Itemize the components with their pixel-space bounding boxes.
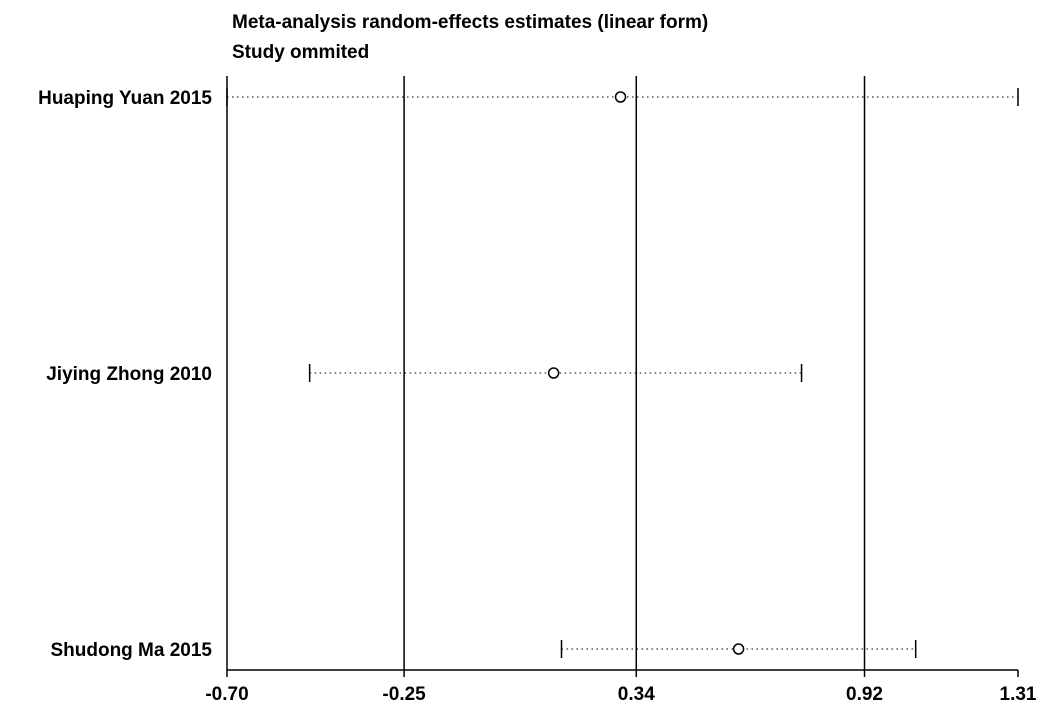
x-tick-label: -0.25: [382, 684, 426, 704]
x-tick-label: 0.92: [846, 684, 883, 704]
x-tick-label: 0.34: [618, 684, 655, 704]
chart-subtitle: Study ommited: [232, 42, 369, 63]
point-estimate-marker: [614, 91, 627, 103]
point-estimate-marker: [732, 643, 745, 655]
study-label: Huaping Yuan 2015: [38, 88, 212, 109]
chart-title: Meta-analysis random-effects estimates (…: [232, 12, 708, 33]
point-estimate-marker: [547, 367, 560, 379]
study-label: Jiying Zhong 2010: [46, 364, 212, 385]
study-label: Shudong Ma 2015: [50, 640, 212, 661]
x-tick-label: 1.31: [1000, 684, 1037, 704]
x-tick-label: -0.70: [205, 684, 248, 704]
plot-area: -0.70 -0.25 0.34 0.92 1.31 Huaping Yuan 2015 J…: [38, 76, 1037, 704]
